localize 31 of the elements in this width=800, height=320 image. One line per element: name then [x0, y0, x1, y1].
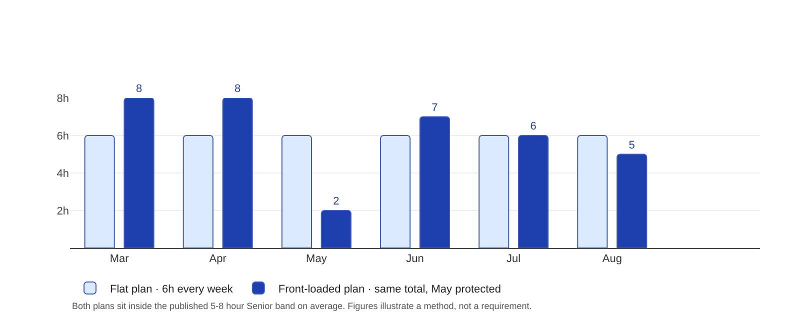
text: Both plans sit inside the published 5-8 hour Senior band on average. Figures illustrate a method, not a requirement. [72, 301, 532, 311]
data-label: 6 [530, 120, 536, 132]
bar [222, 98, 253, 248]
data-label: 7 [432, 102, 438, 114]
bar [419, 116, 450, 248]
x-tick-label: Aug [602, 253, 622, 266]
y-tick-label: 4h [56, 168, 69, 180]
bar [182, 135, 214, 248]
y-tick-label: 6h [56, 130, 69, 142]
x-tick-label: May [306, 253, 328, 266]
bar [518, 135, 549, 248]
bar [320, 210, 352, 248]
y-tick-label: 2h [56, 205, 69, 218]
x-tick-label: Apr [209, 253, 227, 266]
x-tick-label: Jun [406, 253, 424, 266]
bar [380, 135, 411, 248]
bar [616, 154, 648, 248]
bar [577, 135, 608, 248]
legend-label: Flat plan · 6h every week [110, 283, 234, 296]
data-label: 8 [136, 83, 142, 95]
bar [281, 135, 312, 248]
x-tick-label: Jul [506, 253, 521, 266]
legend-label: Front-loaded plan · same total, May protected [278, 283, 501, 296]
bar [84, 135, 115, 248]
data-label: 8 [234, 83, 241, 95]
x-tick-label: Mar [110, 253, 130, 266]
y-tick-label: 8h [56, 92, 69, 105]
data-label: 2 [333, 196, 340, 208]
data-label: 5 [628, 139, 635, 152]
bar [124, 98, 154, 248]
bar [478, 135, 510, 248]
